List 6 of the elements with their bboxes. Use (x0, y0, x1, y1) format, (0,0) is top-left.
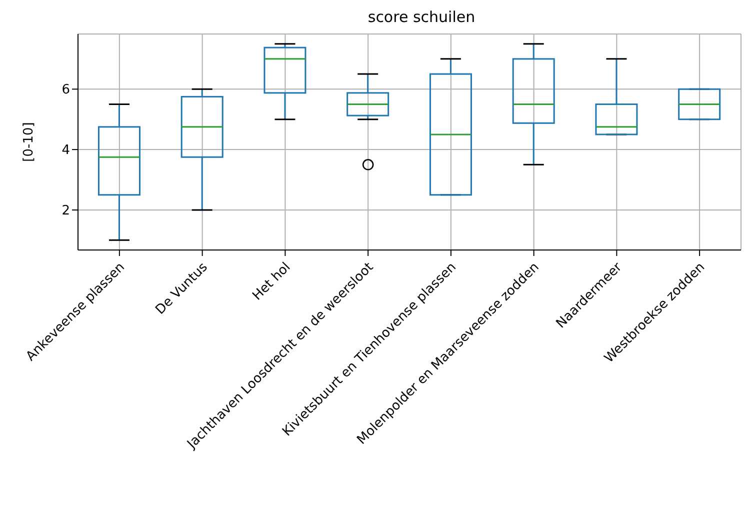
y-axis-title: [0-10] (22, 122, 37, 162)
x-tick-label: Het hol (250, 260, 294, 304)
chart-title: score schuilen (366, 8, 476, 28)
y-tick-label: 4 (62, 143, 70, 158)
y-tick-label: 6 (62, 82, 70, 98)
y-tick-label: 2 (62, 204, 70, 219)
